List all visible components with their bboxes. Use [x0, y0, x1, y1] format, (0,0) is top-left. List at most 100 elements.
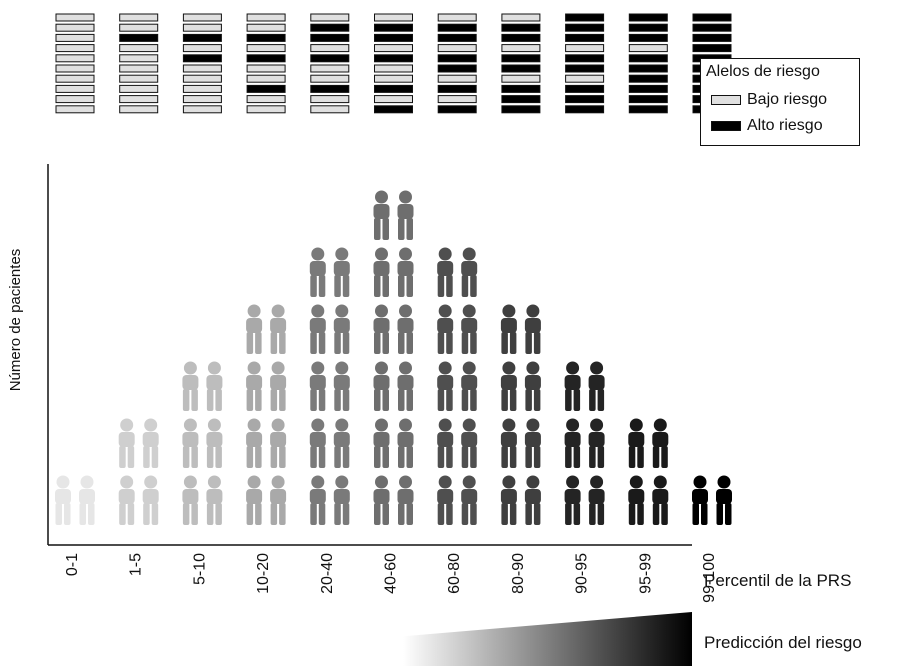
allele-low [437, 13, 477, 22]
allele-high [310, 23, 350, 32]
allele-high [374, 23, 413, 32]
patient-figure [333, 418, 350, 468]
x-tick-label: 60-80 [446, 553, 463, 594]
allele-low [246, 13, 286, 22]
x-tick-label: 20-40 [319, 553, 336, 594]
allele-low [55, 13, 95, 22]
allele-low [119, 13, 159, 22]
x-tick-label: 1-5 [128, 553, 145, 576]
allele-high [501, 54, 541, 63]
allele-high [437, 23, 477, 32]
patient-figure [652, 475, 669, 525]
patient-figure [142, 475, 159, 525]
allele-low [119, 84, 159, 93]
allele-low [182, 84, 222, 93]
patient-figure [437, 304, 454, 354]
patient-figure [461, 247, 478, 297]
patient-figure [437, 418, 454, 468]
x-tick-labels: 0-1 1-5 5-10 10-20 20-40 40-60 60-80 80-90 90-95… [64, 553, 718, 603]
x-tick-label: 95-99 [637, 553, 654, 594]
patient-figure [716, 475, 732, 525]
allele-low [55, 64, 95, 73]
allele-high [437, 54, 477, 63]
patient-figure [461, 361, 478, 411]
allele-high [246, 54, 286, 63]
allele-low [246, 74, 286, 83]
patient-figure [309, 361, 326, 411]
patient-figure [309, 247, 326, 297]
allele-low [310, 44, 350, 53]
allele-low [374, 44, 413, 53]
allele-high [628, 64, 668, 73]
patient-figure [397, 361, 414, 411]
allele-high [628, 54, 668, 63]
allele-high [374, 54, 413, 63]
allele-low [119, 54, 159, 63]
allele-low [246, 64, 286, 73]
allele-high [501, 33, 541, 42]
allele-high [310, 54, 350, 63]
allele-high [565, 84, 605, 93]
allele-low [119, 105, 159, 114]
patient-figure [270, 418, 287, 468]
x-axis-label: Percentil de la PRS [704, 571, 851, 590]
patient-figure [500, 475, 517, 525]
allele-legend: Alelos de riesgo Bajo riesgo Alto riesgo [700, 58, 860, 146]
allele-low [246, 95, 286, 104]
allele-high [182, 54, 222, 63]
patient-figure [309, 475, 326, 525]
allele-high [565, 64, 605, 73]
allele-low [310, 95, 350, 104]
allele-high [310, 84, 350, 93]
patient-figure [564, 475, 581, 525]
allele-low [246, 23, 286, 32]
patient-figure [270, 475, 287, 525]
allele-high [628, 74, 668, 83]
patient-figure [524, 475, 541, 525]
patient-figure [373, 247, 390, 297]
patient-figure [79, 475, 95, 525]
x-tick-label: 5-10 [191, 553, 208, 585]
patient-figure [309, 418, 326, 468]
patient-figure [500, 418, 517, 468]
patient-figure [309, 304, 326, 354]
allele-low [437, 44, 477, 53]
allele-high [565, 54, 605, 63]
allele-high [374, 105, 413, 114]
patient-figure [373, 361, 390, 411]
allele-low [565, 44, 605, 53]
patient-figure [461, 418, 478, 468]
allele-low [55, 33, 95, 42]
patient-figure [246, 475, 263, 525]
allele-high [501, 23, 541, 32]
allele-low [246, 105, 286, 114]
patient-figure [588, 475, 605, 525]
allele-high [501, 64, 541, 73]
patient-pictogram [55, 190, 732, 525]
legend-title: Alelos de riesgo [706, 63, 820, 80]
allele-low [119, 64, 159, 73]
allele-low [182, 74, 222, 83]
x-tick-label: 99-100 [701, 553, 718, 603]
allele-low [55, 23, 95, 32]
allele-high [437, 105, 477, 114]
risk-gradient-label: Predicción del riesgo [704, 633, 862, 652]
allele-high [692, 44, 732, 53]
patient-figure [628, 475, 645, 525]
allele-low [55, 95, 95, 104]
allele-low [501, 44, 541, 53]
patient-figure [373, 418, 390, 468]
allele-grid [55, 13, 732, 114]
patient-figure [142, 418, 159, 468]
allele-high [246, 84, 286, 93]
allele-low [374, 74, 413, 83]
allele-high [501, 105, 541, 114]
allele-low [55, 54, 95, 63]
allele-low [501, 13, 541, 22]
allele-low [182, 64, 222, 73]
patient-figure [246, 361, 263, 411]
allele-high [628, 105, 668, 114]
patient-figure [588, 418, 605, 468]
allele-low [182, 13, 222, 22]
allele-low [55, 84, 95, 93]
